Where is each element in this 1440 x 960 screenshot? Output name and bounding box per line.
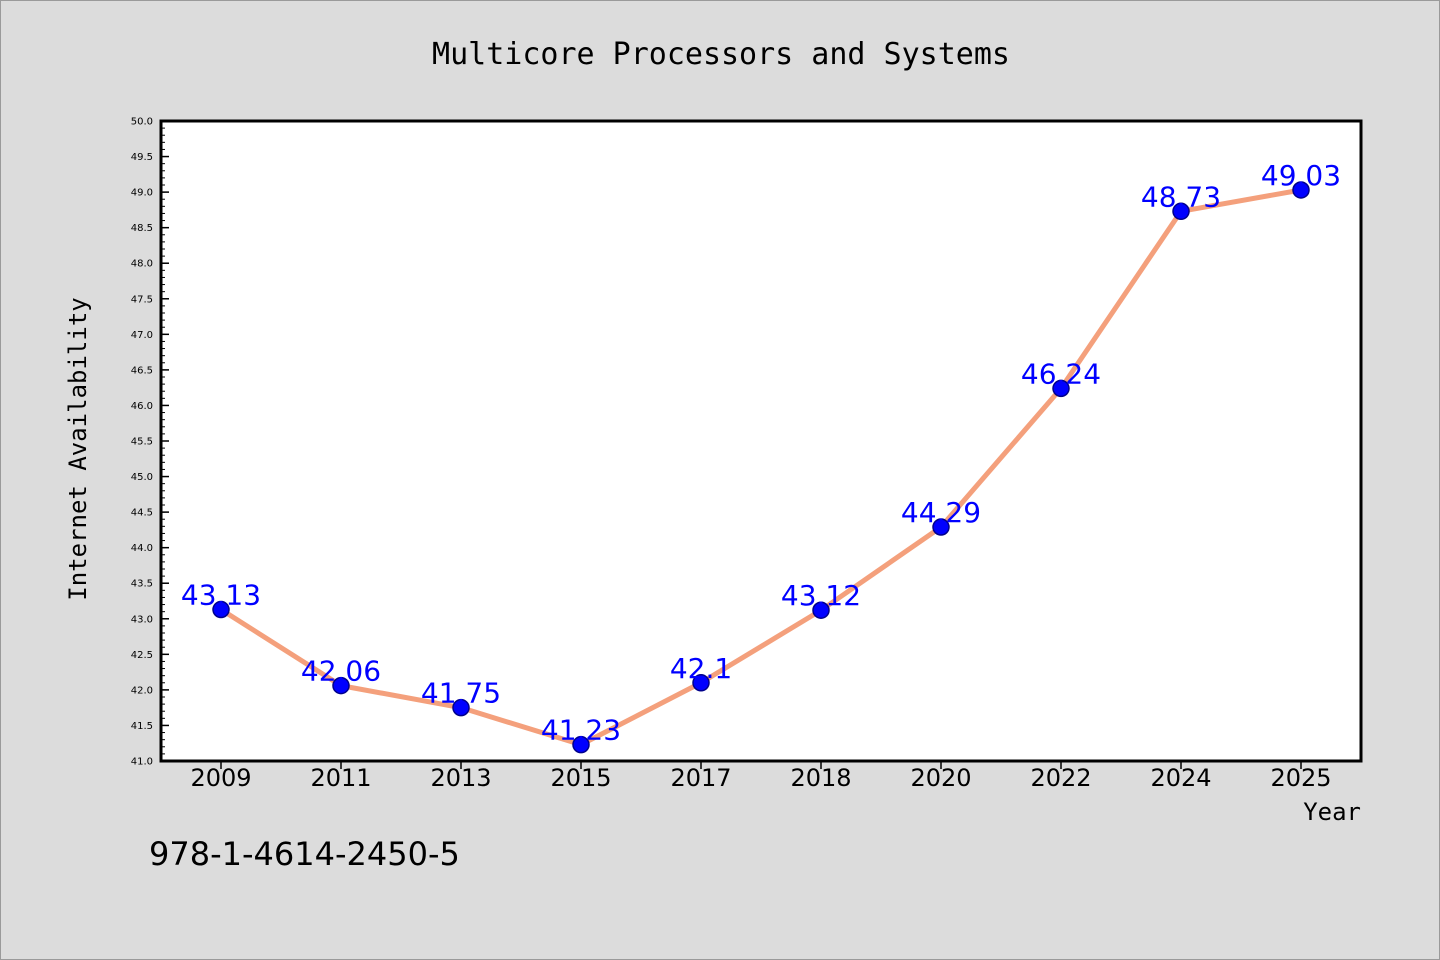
y-tick-label: 46.5 [131, 365, 153, 376]
y-tick-label: 44.5 [131, 508, 153, 519]
y-tick-label: 48.5 [131, 223, 153, 234]
data-label: 49.03 [1261, 159, 1341, 192]
x-axis-label: Year [1303, 798, 1361, 826]
chart-title: Multicore Processors and Systems [432, 37, 1010, 72]
x-tick-label: 2011 [310, 764, 371, 792]
data-point [692, 674, 710, 692]
data-label: 42.1 [670, 652, 732, 685]
data-label: 44.29 [901, 496, 981, 529]
data-point [1172, 202, 1190, 221]
data-label: 41.75 [421, 677, 501, 710]
series-line [218, 187, 1304, 748]
data-label: 41.23 [541, 714, 621, 747]
y-tick-label: 46.0 [131, 401, 153, 412]
data-point [1292, 181, 1310, 199]
data-point [572, 735, 590, 754]
x-tick-label: 2018 [790, 764, 851, 792]
y-tick-label: 47.0 [131, 330, 153, 341]
data-point [452, 698, 470, 717]
y-tick-label: 48.0 [131, 259, 153, 270]
y-tick-label: 43.0 [131, 614, 153, 625]
x-tick-label: 2017 [670, 764, 731, 792]
y-tick-label: 45.0 [131, 472, 153, 483]
x-tick-label: 2009 [190, 764, 251, 792]
data-point [212, 600, 230, 619]
series-group: 43.13 42.06 41.75 41.23 42.1 43.12 44.29 46.24 4… [181, 159, 1341, 754]
x-tick-label: 2015 [550, 764, 611, 792]
y-tick-label: 43.5 [131, 579, 153, 590]
x-tick-label: 2013 [430, 764, 491, 792]
x-tick-label: 2024 [1150, 764, 1211, 792]
y-tick-label: 41.0 [131, 757, 153, 768]
y-tick-label: 42.0 [131, 685, 153, 696]
data-label: 46.24 [1021, 357, 1101, 390]
data-point [332, 676, 350, 695]
data-label: 48.73 [1141, 180, 1221, 213]
data-label: 43.13 [181, 579, 261, 612]
y-tick-label: 41.5 [131, 721, 153, 732]
data-point [1052, 379, 1070, 398]
y-axis-label: Internet Availability [64, 297, 92, 600]
data-point [932, 518, 950, 536]
y-tick-label: 49.0 [131, 188, 153, 199]
footnote: 978-1-4614-2450-5 [149, 835, 460, 873]
y-tick-label: 50.0 [131, 117, 153, 128]
y-tick-label: 45.5 [131, 437, 153, 448]
y-axis: 41.0 41.5 42.0 42.5 43.0 43.5 44.0 44.5 45.0 45.5… [131, 117, 169, 768]
data-label: 43.12 [781, 579, 861, 612]
data-label: 42.06 [301, 655, 381, 688]
y-tick-label: 42.5 [131, 650, 153, 661]
x-tick-label: 2022 [1030, 764, 1091, 792]
y-tick-label: 49.5 [131, 152, 153, 163]
plot-area [159, 119, 1363, 763]
data-point [812, 601, 830, 619]
x-axis: 2009 2011 2013 2015 2017 2018 2020 2022 2024 2025 [190, 761, 1332, 792]
x-tick-label: 2020 [910, 764, 971, 792]
x-tick-label: 2025 [1270, 764, 1331, 792]
y-tick-label: 47.5 [131, 294, 153, 305]
y-tick-label: 44.0 [131, 543, 153, 554]
